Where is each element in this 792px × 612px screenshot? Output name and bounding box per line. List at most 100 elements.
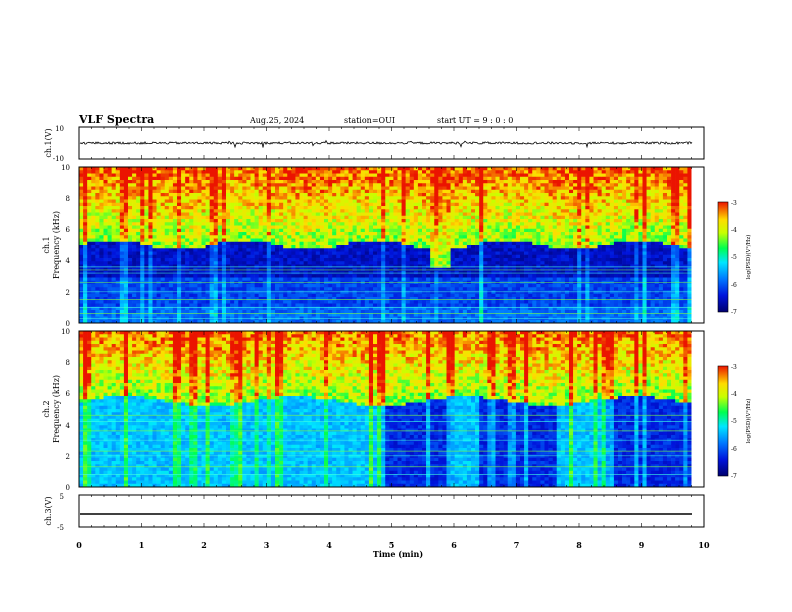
- ch1-spec-cell: [246, 267, 251, 272]
- ch1-spec-cell: [262, 313, 268, 317]
- ch1-spec-cell: [246, 222, 251, 226]
- ch1-spec-cell: [373, 209, 378, 213]
- ch1-spec-cell: [483, 167, 488, 171]
- ch1-spec-cell: [307, 189, 313, 194]
- ch1-spec-cell: [197, 297, 202, 301]
- ch1-spec-cell: [299, 287, 304, 291]
- ch1-spec-cell: [311, 248, 317, 252]
- ch1-spec-cell: [364, 180, 370, 184]
- ch1-spec-cell: [91, 251, 96, 256]
- ch1-spec-cell: [422, 199, 427, 204]
- ch1-spec-cell: [197, 176, 202, 181]
- ch1-spec-cell: [458, 196, 464, 200]
- ch1-spec-cell: [275, 225, 280, 230]
- ch1-spec-cell: [226, 284, 231, 288]
- ch1-spec-cell: [242, 251, 247, 256]
- ch1-spec-cell: [140, 287, 145, 291]
- ch1-spec-cell: [205, 193, 210, 197]
- ch1-spec-cell: [213, 254, 219, 259]
- ch1-spec-cell: [201, 267, 206, 272]
- ch1-spec-cell: [287, 189, 292, 194]
- ch1-spec-cell: [213, 206, 219, 210]
- ch1-spec-cell: [360, 287, 366, 291]
- ch1-spec-cell: [381, 274, 386, 278]
- ch1-spec-cell: [275, 170, 280, 174]
- ch1-spec-cell: [266, 225, 272, 230]
- ch1-spec-cell: [389, 186, 394, 191]
- ch1-spec-cell: [238, 310, 243, 314]
- ch1-spec-cell: [136, 267, 141, 272]
- ch1-spec-cell: [377, 225, 382, 230]
- ch1-spec-cell: [197, 219, 202, 223]
- ch1-spec-cell: [364, 225, 370, 230]
- ch1-spec-cell: [377, 215, 382, 220]
- ch1-spec-cell: [295, 209, 300, 213]
- ch1-spec-cell: [136, 274, 141, 278]
- ch1-spec-cell: [177, 277, 182, 282]
- ch1-spec-cell: [389, 196, 394, 200]
- ch1-spec-cell: [185, 264, 190, 269]
- ch1-spec-cell: [246, 264, 251, 269]
- ch1-spec-cell: [462, 297, 468, 301]
- ch1-spec-cell: [381, 300, 386, 304]
- ch1-spec-cell: [324, 303, 329, 308]
- ch1-spec-cell: [373, 186, 378, 191]
- ch1-spec-cell: [389, 209, 394, 213]
- ch1-spec-cell: [446, 274, 451, 278]
- ch1-spec-cell: [164, 183, 170, 187]
- ch1-spec-cell: [107, 267, 112, 272]
- ch1-spec-cell: [344, 241, 349, 246]
- ch1-spec-cell: [234, 199, 239, 204]
- ch1-spec-cell: [91, 206, 96, 210]
- ch1-spec-cell: [454, 306, 460, 311]
- ch1-spec-cell: [213, 277, 219, 282]
- ch1-spec-cell: [360, 245, 366, 249]
- ch1-spec-cell: [430, 196, 435, 200]
- ch1-spec-cell: [266, 284, 272, 288]
- ch1-spec-cell: [319, 258, 325, 262]
- ch1-spec-cell: [197, 170, 202, 174]
- ch1-spec-cell: [254, 267, 259, 272]
- ch1-spec-cell: [213, 310, 219, 314]
- ch1-spec-cell: [446, 319, 451, 324]
- ch1-spec-cell: [295, 235, 300, 239]
- ch1-spec-cell: [258, 186, 264, 191]
- ch1-spec-cell: [213, 293, 219, 298]
- ch1-spec-cell: [307, 228, 313, 233]
- ch1-spec-cell: [140, 261, 145, 265]
- ch1-spec-cell: [213, 238, 219, 243]
- ch1-spec-cell: [189, 180, 194, 184]
- ch1-spec-cell: [205, 248, 210, 252]
- ch1-spec-cell: [401, 189, 406, 194]
- ch1-spec-cell: [413, 287, 419, 291]
- ch1-spec-cell: [381, 293, 386, 298]
- ch1-spec-cell: [303, 287, 308, 291]
- ch1-spec-cell: [152, 183, 157, 187]
- ch1-spec-cell: [344, 196, 349, 200]
- ch1-spec-cell: [144, 313, 149, 317]
- ch1-spec-cell: [140, 180, 145, 184]
- ch1-spec-cell: [295, 258, 300, 262]
- ch1-spec-cell: [352, 232, 357, 236]
- ch1-spec-cell: [152, 290, 157, 295]
- ch1-spec-cell: [377, 303, 382, 308]
- ch1-spec-cell: [405, 284, 411, 288]
- ch1-spec-cell: [213, 287, 219, 291]
- ch1-spec-cell: [79, 209, 84, 213]
- ch1-spec-cell: [107, 206, 112, 210]
- ch1-spec-cell: [242, 303, 247, 308]
- ch1-spec-cell: [107, 180, 112, 184]
- ch1-spec-cell: [401, 238, 406, 243]
- ch1-spec-cell: [279, 251, 284, 256]
- ch1-spec-cell: [483, 209, 488, 213]
- ch1-spec-cell: [303, 319, 308, 324]
- ch1-spec-cell: [487, 254, 492, 259]
- ch1-spec-cell: [164, 189, 170, 194]
- ch1-spec-cell: [164, 180, 170, 184]
- ch1-spec-cell: [226, 209, 231, 213]
- ch1-spec-cell: [99, 274, 104, 278]
- ch1-spec-cell: [291, 228, 296, 233]
- ch1-spec-cell: [242, 202, 247, 207]
- ch1-spec-cell: [332, 284, 337, 288]
- ch1-spec-cell: [409, 297, 415, 301]
